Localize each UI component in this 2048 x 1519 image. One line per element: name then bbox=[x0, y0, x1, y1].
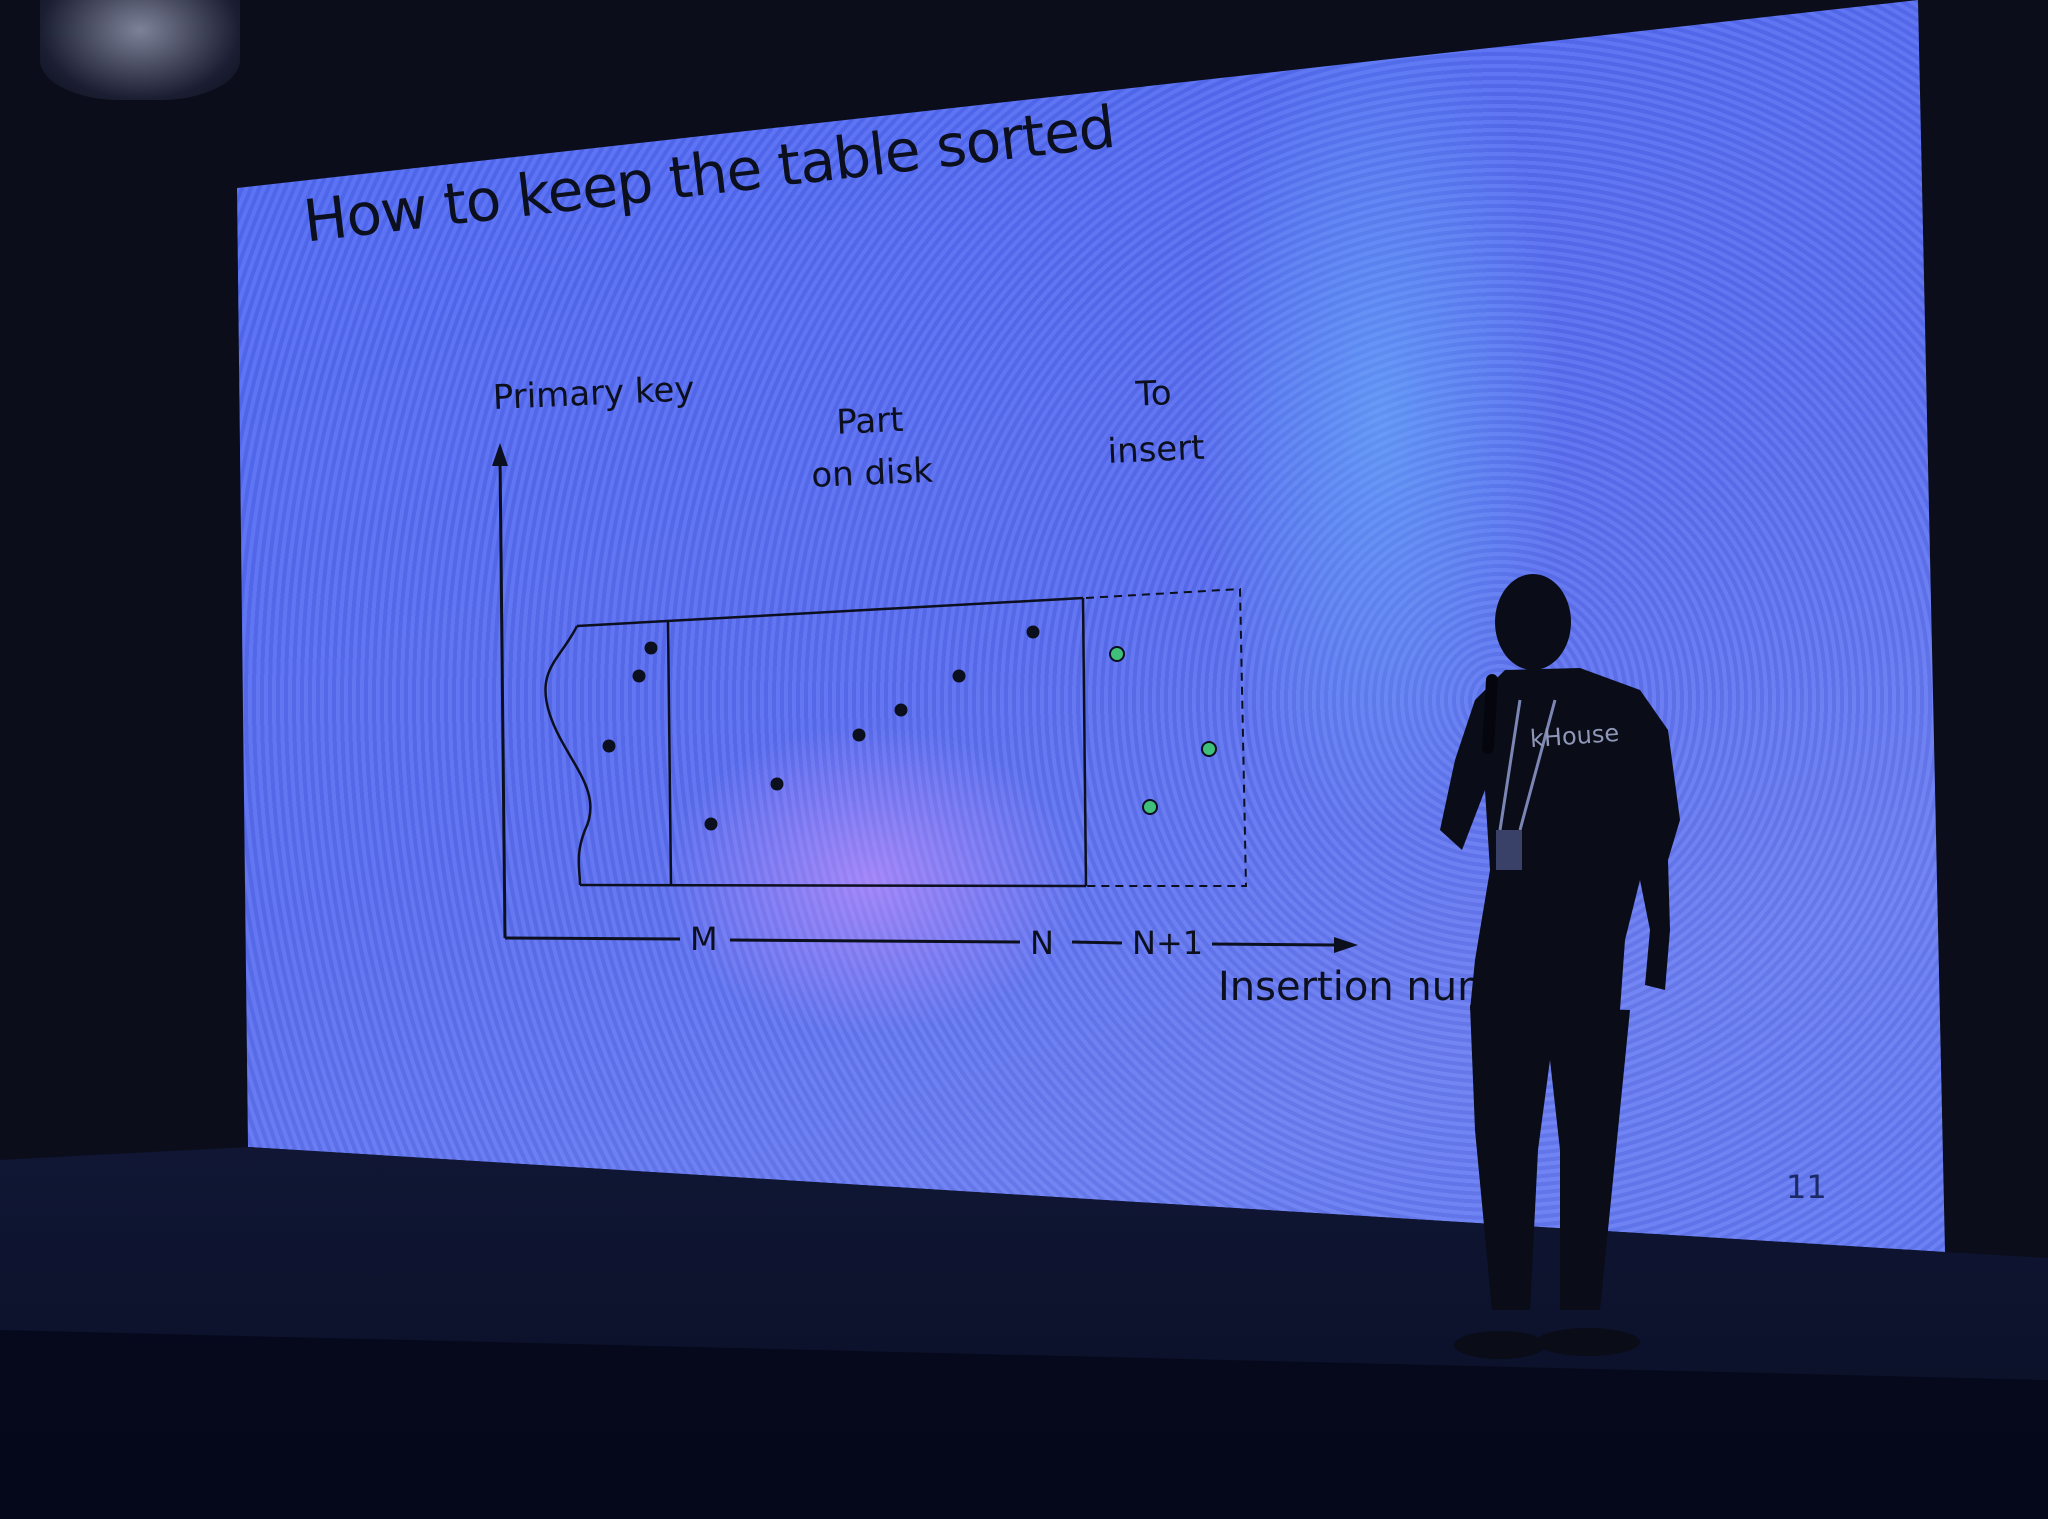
old-point bbox=[644, 641, 658, 655]
part-wavy-left-edge bbox=[544, 625, 592, 886]
new-point bbox=[1109, 646, 1125, 662]
part-point bbox=[852, 728, 866, 742]
old-point bbox=[602, 739, 616, 753]
part-point bbox=[704, 817, 718, 831]
part-point bbox=[952, 669, 966, 683]
part-right-edge-n bbox=[1081, 597, 1088, 887]
slide-number: 11 bbox=[1786, 1168, 1827, 1206]
new-point bbox=[1201, 741, 1217, 757]
part-divider-m bbox=[666, 620, 673, 887]
part-point bbox=[894, 703, 908, 717]
x-tick-n-plus-1: N+1 bbox=[1132, 924, 1204, 962]
part-bottom-edge bbox=[579, 883, 1087, 888]
chandelier bbox=[40, 0, 240, 100]
part-top-edge bbox=[576, 596, 1084, 628]
x-axis-segment-3 bbox=[1071, 940, 1123, 945]
x-tick-n: N bbox=[1030, 924, 1054, 962]
old-point bbox=[632, 669, 646, 683]
x-axis-arrowhead bbox=[1334, 937, 1358, 953]
part-point bbox=[1026, 625, 1040, 639]
x-axis-segment-1 bbox=[504, 936, 681, 941]
y-axis-arrowhead bbox=[492, 443, 508, 466]
x-axis-segment-4 bbox=[1211, 942, 1336, 947]
new-point bbox=[1142, 799, 1158, 815]
part-point bbox=[770, 777, 784, 791]
to-insert-dashed-box bbox=[1085, 587, 1248, 887]
x-axis-segment-2 bbox=[729, 938, 1021, 944]
x-tick-m: M bbox=[690, 920, 718, 958]
y-axis bbox=[498, 454, 507, 939]
x-axis-label: Insertion num bbox=[1218, 964, 1497, 1010]
